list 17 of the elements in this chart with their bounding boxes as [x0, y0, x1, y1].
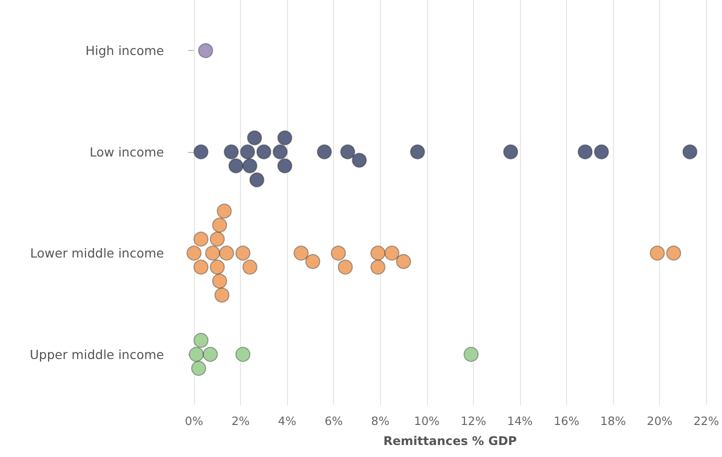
y-tick-label: High income	[86, 43, 164, 58]
x-tick-label: 20%	[646, 414, 673, 428]
x-tick-label: 4%	[278, 414, 296, 428]
y-tick-label: Lower middle income	[30, 246, 164, 261]
y-tick-label: Low income	[90, 144, 164, 160]
x-tick-label: 0%	[184, 414, 204, 428]
x-tick-label: 18%	[600, 414, 626, 428]
x-axis-title: Remittances % GDP	[383, 434, 518, 448]
x-tick-label: 2%	[231, 414, 250, 428]
x-tick-label: 16%	[554, 414, 580, 428]
x-tick-label: 14%	[507, 414, 533, 428]
y-tick-label: Upper middle income	[30, 346, 164, 362]
x-tick-label: 6%	[324, 414, 343, 428]
x-tick-label: 12%	[460, 414, 486, 428]
x-tick-label: 10%	[414, 414, 440, 428]
x-tick-label: 8%	[371, 414, 390, 428]
x-tick-label: 22%	[693, 414, 720, 428]
